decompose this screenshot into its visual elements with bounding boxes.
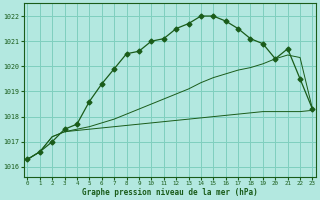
X-axis label: Graphe pression niveau de la mer (hPa): Graphe pression niveau de la mer (hPa) [82,188,258,197]
